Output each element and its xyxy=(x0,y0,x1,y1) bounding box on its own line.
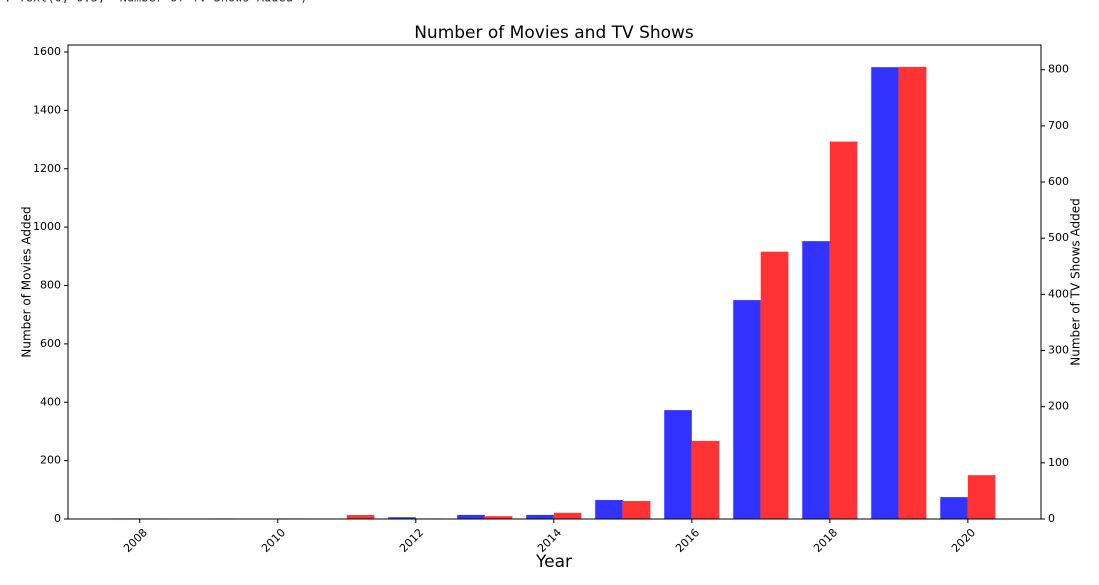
bar xyxy=(802,241,830,519)
bar xyxy=(553,512,582,519)
y-tick-label: 1000 xyxy=(33,220,61,233)
bar xyxy=(691,440,720,519)
bar xyxy=(526,514,554,519)
y-axis-label: Number of Movies Added xyxy=(20,206,34,357)
bar xyxy=(760,251,789,520)
y2-tick-label: 600 xyxy=(1048,175,1069,188)
x-tick-label: 2016 xyxy=(673,526,702,555)
x-tick-label: 2008 xyxy=(121,526,150,555)
y2-tick-label: 200 xyxy=(1048,400,1069,413)
x-tick-label: 2012 xyxy=(397,526,426,555)
x-tick-label: 2018 xyxy=(811,526,840,555)
chart-title: Number of Movies and TV Shows xyxy=(414,23,694,43)
y-tick-label: 1400 xyxy=(33,103,61,116)
y-tick-label: 400 xyxy=(40,395,61,408)
bar xyxy=(484,516,513,519)
x-tick-label: 2010 xyxy=(259,526,288,555)
x-tick-label: 2014 xyxy=(535,526,564,555)
y-tick-label: 1200 xyxy=(33,162,61,175)
plot-frame xyxy=(67,44,1042,520)
y2-tick-label: 500 xyxy=(1048,231,1069,244)
y-tick-label: 200 xyxy=(40,454,61,467)
y2-axis-label: Number of TV Shows Added xyxy=(1069,198,1083,365)
y2-tick-label: 300 xyxy=(1048,344,1069,357)
y2-tick-label: 100 xyxy=(1048,456,1069,469)
bar xyxy=(388,517,416,519)
y-tick-label: 1600 xyxy=(33,45,61,58)
y-tick-label: 600 xyxy=(40,337,61,350)
bar xyxy=(940,497,968,519)
y2-tick-label: 400 xyxy=(1048,287,1069,300)
y-tick-label: 800 xyxy=(40,279,61,292)
bar xyxy=(898,66,927,520)
y2-tick-label: 700 xyxy=(1048,119,1069,132)
bar xyxy=(871,67,899,520)
y2-tick-label: 800 xyxy=(1048,63,1069,76)
bar xyxy=(967,475,996,519)
bar xyxy=(457,514,485,519)
x-tick-label: 2020 xyxy=(949,526,978,555)
bar xyxy=(346,515,375,519)
y-tick-label: 0 xyxy=(54,512,61,525)
bar xyxy=(595,500,623,519)
bar xyxy=(829,141,858,519)
y2-tick-label: 0 xyxy=(1048,512,1055,525)
bar xyxy=(733,300,761,519)
bar xyxy=(664,410,692,519)
cell-output: : Text(0, 0.5, 'Number of TV Shows Added… xyxy=(4,0,307,5)
bar xyxy=(622,501,651,519)
x-axis-label: Year xyxy=(535,552,572,572)
